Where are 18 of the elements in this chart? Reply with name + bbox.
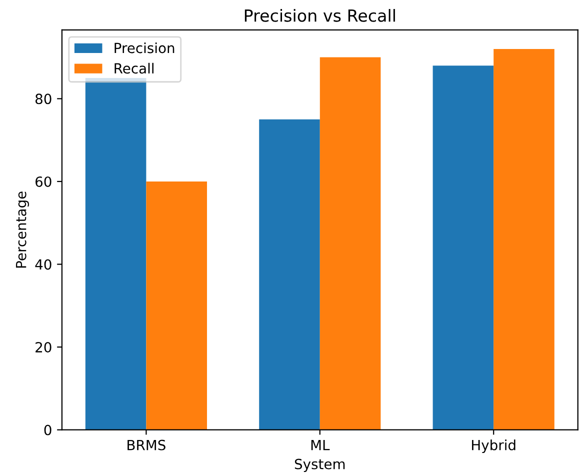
bar: [494, 49, 554, 430]
bar: [146, 181, 207, 430]
chart-title: Precision vs Recall: [244, 8, 395, 22]
y-tick-label: 60: [36, 176, 52, 187]
bar: [259, 119, 320, 430]
y-tick-label: 40: [35, 259, 52, 270]
bar: [320, 57, 381, 430]
legend-label: Recall: [114, 62, 154, 74]
x-axis-title: System: [294, 458, 345, 472]
x-tick-label: BRMS: [128, 440, 166, 450]
y-tick-label: 80: [36, 94, 52, 104]
x-tick-label: Hybrid: [472, 440, 516, 453]
x-tick-label: ML: [311, 440, 330, 450]
legend-label: Precision: [114, 42, 174, 54]
bar: [432, 66, 494, 430]
y-tick-label: 0: [44, 424, 52, 436]
y-axis-title: Percentage: [16, 192, 29, 268]
y-tick-label: 20: [36, 342, 52, 353]
